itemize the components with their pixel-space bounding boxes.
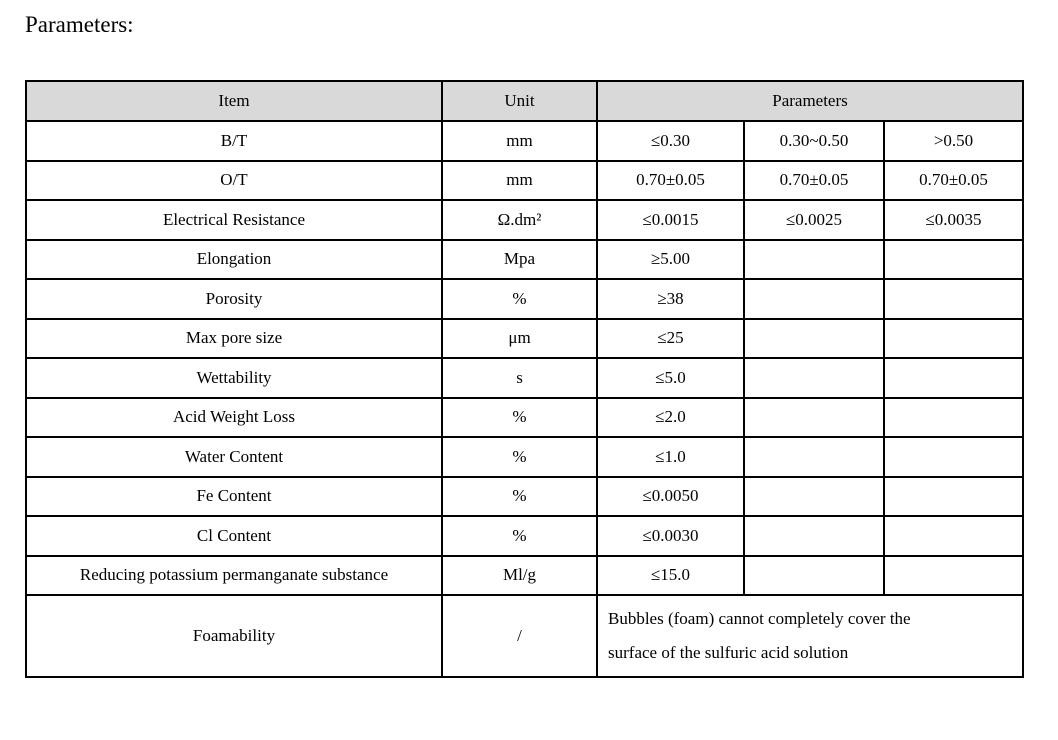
unit-cell: / — [441, 594, 598, 678]
foam-text-line-2: surface of the sulfuric acid solution — [608, 643, 849, 662]
value-cell-3: ≤0.0035 — [883, 199, 1024, 241]
value-cell-1: ≤15.0 — [596, 554, 745, 596]
value-cell-2 — [743, 278, 885, 320]
item-cell: Electrical Resistance — [25, 199, 443, 241]
value-cell-2 — [743, 396, 885, 438]
value-cell-2 — [743, 475, 885, 517]
unit-cell: μm — [441, 317, 598, 359]
unit-cell: % — [441, 436, 598, 478]
value-cell-2 — [743, 554, 885, 596]
value-cell-3 — [883, 396, 1024, 438]
unit-cell: % — [441, 278, 598, 320]
value-cell-2 — [743, 436, 885, 478]
unit-cell: Ω.dm² — [441, 199, 598, 241]
table-row: Water Content% ≤1.0 — [25, 436, 1024, 478]
table-row: B/T mm ≤0.30 0.30~0.50 >0.50 — [25, 120, 1024, 162]
value-cell-1: ≤2.0 — [596, 396, 745, 438]
value-cell-1: ≥38 — [596, 278, 745, 320]
value-cell-3 — [883, 317, 1024, 359]
value-cell-1: ≤25 — [596, 317, 745, 359]
item-cell: Elongation — [25, 238, 443, 280]
value-cell-2: 0.30~0.50 — [743, 120, 885, 162]
unit-cell: % — [441, 475, 598, 517]
item-cell: Foamability — [25, 594, 443, 678]
table-row: Porosity% ≥38 — [25, 278, 1024, 320]
table-header-row: Item Unit Parameters — [25, 80, 1024, 122]
value-cell-2: ≤0.0025 — [743, 199, 885, 241]
value-cell-1: ≤0.0050 — [596, 475, 745, 517]
value-cell-3 — [883, 515, 1024, 557]
table-row-foamability: Foamability / Bubbles (foam) cannot comple… — [25, 594, 1024, 678]
value-cell-3 — [883, 238, 1024, 280]
unit-cell: % — [441, 515, 598, 557]
value-cell-merged: Bubbles (foam) cannot completely cover t… — [596, 594, 1024, 678]
unit-cell: mm — [441, 120, 598, 162]
table-row: Electrical Resistance Ω.dm² ≤0.0015 ≤0.0025… — [25, 199, 1024, 241]
unit-cell: % — [441, 396, 598, 438]
table-row: O/T mm 0.70±0.05 0.70±0.05 0.70±0.05 — [25, 159, 1024, 201]
value-cell-1: ≤1.0 — [596, 436, 745, 478]
value-cell-2 — [743, 317, 885, 359]
item-cell: Reducing potassium permanganate substanc… — [25, 554, 443, 596]
header-item: Item — [25, 80, 443, 122]
value-cell-1: ≤0.0015 — [596, 199, 745, 241]
table-row: Cl Content% ≤0.0030 — [25, 515, 1024, 557]
table-row: Fe Content% ≤0.0050 — [25, 475, 1024, 517]
value-cell-1: 0.70±0.05 — [596, 159, 745, 201]
table-row: Elongation Mpa ≥5.00 — [25, 238, 1024, 280]
value-cell-1: ≤5.0 — [596, 357, 745, 399]
value-cell-2 — [743, 357, 885, 399]
value-cell-3 — [883, 357, 1024, 399]
unit-cell: Mpa — [441, 238, 598, 280]
table-row: Reducing potassium permanganate substanc… — [25, 554, 1024, 596]
item-cell: Acid Weight Loss — [25, 396, 443, 438]
value-cell-3 — [883, 554, 1024, 596]
value-cell-1: ≤0.30 — [596, 120, 745, 162]
table-row: Acid Weight Loss% ≤2.0 — [25, 396, 1024, 438]
value-cell-2 — [743, 515, 885, 557]
unit-cell: s — [441, 357, 598, 399]
item-cell: Max pore size — [25, 317, 443, 359]
foam-text-line-1: Bubbles (foam) cannot completely cover t… — [608, 609, 911, 628]
item-cell: B/T — [25, 120, 443, 162]
item-cell: O/T — [25, 159, 443, 201]
parameters-table: Item Unit Parameters B/T mm ≤0.30 0.30~0.50… — [25, 80, 1024, 678]
value-cell-3: >0.50 — [883, 120, 1024, 162]
value-cell-1: ≤0.0030 — [596, 515, 745, 557]
value-cell-2: 0.70±0.05 — [743, 159, 885, 201]
item-cell: Porosity — [25, 278, 443, 320]
unit-cell: Ml/g — [441, 554, 598, 596]
item-cell: Cl Content — [25, 515, 443, 557]
value-cell-3: 0.70±0.05 — [883, 159, 1024, 201]
unit-cell: mm — [441, 159, 598, 201]
item-cell: Water Content — [25, 436, 443, 478]
value-cell-2 — [743, 238, 885, 280]
value-cell-3 — [883, 436, 1024, 478]
table-row: Wettability s ≤5.0 — [25, 357, 1024, 399]
section-title: Parameters: — [25, 12, 134, 37]
header-unit: Unit — [441, 80, 598, 122]
value-cell-1: ≥5.00 — [596, 238, 745, 280]
item-cell: Wettability — [25, 357, 443, 399]
value-cell-3 — [883, 475, 1024, 517]
item-cell: Fe Content — [25, 475, 443, 517]
table-row: Max pore size μm ≤25 — [25, 317, 1024, 359]
value-cell-3 — [883, 278, 1024, 320]
header-parameters: Parameters — [596, 80, 1024, 122]
